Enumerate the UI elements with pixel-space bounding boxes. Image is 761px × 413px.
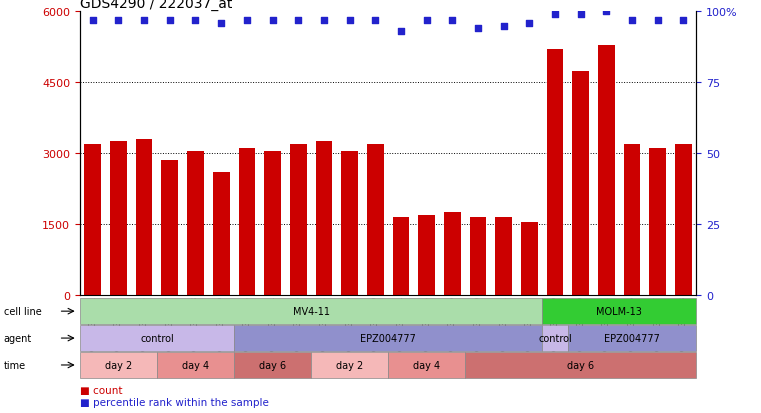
Text: GSM739155: GSM739155: [422, 295, 431, 350]
Text: control: control: [538, 333, 572, 343]
Text: EPZ004777: EPZ004777: [360, 333, 416, 343]
Text: ■ count: ■ count: [80, 385, 123, 395]
Point: [498, 23, 510, 30]
Point: [164, 18, 176, 24]
Bar: [290, 145, 307, 295]
Text: GSM739163: GSM739163: [242, 295, 251, 350]
Text: GSM739151: GSM739151: [88, 295, 97, 350]
Bar: [470, 218, 486, 295]
Text: day 6: day 6: [259, 360, 286, 370]
Bar: [135, 140, 152, 295]
Point: [395, 29, 407, 36]
Text: MV4-11: MV4-11: [292, 306, 330, 316]
Bar: [624, 145, 641, 295]
Point: [240, 18, 253, 24]
Point: [651, 18, 664, 24]
Text: day 2: day 2: [105, 360, 132, 370]
Point: [677, 18, 689, 24]
Text: GSM739150: GSM739150: [371, 295, 380, 350]
Point: [446, 18, 458, 24]
Text: GSM739148: GSM739148: [320, 295, 329, 350]
Text: day 6: day 6: [567, 360, 594, 370]
Text: GSM739149: GSM739149: [345, 295, 354, 350]
Bar: [161, 161, 178, 295]
Point: [626, 18, 638, 24]
Bar: [572, 71, 589, 295]
Bar: [187, 152, 204, 295]
Text: MOLM-13: MOLM-13: [597, 306, 642, 316]
Text: GSM739154: GSM739154: [396, 295, 406, 350]
Point: [138, 18, 150, 24]
Text: agent: agent: [4, 333, 32, 343]
Bar: [675, 145, 692, 295]
Text: GDS4290 / 222037_at: GDS4290 / 222037_at: [80, 0, 232, 12]
Bar: [264, 152, 281, 295]
Text: GSM739164: GSM739164: [268, 295, 277, 350]
Text: cell line: cell line: [4, 306, 42, 316]
Point: [524, 20, 536, 27]
Point: [215, 20, 228, 27]
Bar: [598, 45, 615, 295]
Bar: [238, 149, 255, 295]
Text: ■ percentile rank within the sample: ■ percentile rank within the sample: [80, 397, 269, 408]
Point: [575, 12, 587, 19]
Text: GSM739165: GSM739165: [294, 295, 303, 350]
Text: GSM739167: GSM739167: [653, 295, 662, 350]
Bar: [393, 218, 409, 295]
Point: [600, 9, 613, 16]
Text: day 2: day 2: [336, 360, 363, 370]
Point: [189, 18, 202, 24]
Bar: [419, 215, 435, 295]
Text: day 4: day 4: [413, 360, 440, 370]
Bar: [316, 142, 333, 295]
Bar: [367, 145, 384, 295]
Text: GSM739156: GSM739156: [447, 295, 457, 350]
Text: GSM739158: GSM739158: [191, 295, 200, 350]
Point: [421, 18, 433, 24]
Point: [472, 26, 484, 33]
Point: [292, 18, 304, 24]
Bar: [495, 218, 512, 295]
Bar: [110, 142, 127, 295]
Point: [369, 18, 381, 24]
Text: GSM739170: GSM739170: [576, 295, 585, 350]
Text: GSM739171: GSM739171: [602, 295, 611, 350]
Bar: [84, 145, 101, 295]
Text: day 4: day 4: [182, 360, 209, 370]
Text: GSM739159: GSM739159: [217, 295, 226, 350]
Point: [266, 18, 279, 24]
Text: GSM739157: GSM739157: [165, 295, 174, 350]
Bar: [213, 173, 230, 295]
Text: GSM739169: GSM739169: [550, 295, 559, 350]
Bar: [546, 50, 563, 295]
Text: GSM739153: GSM739153: [139, 295, 148, 350]
Bar: [444, 213, 460, 295]
Text: time: time: [4, 360, 26, 370]
Point: [318, 18, 330, 24]
Text: GSM739161: GSM739161: [499, 295, 508, 350]
Bar: [341, 152, 358, 295]
Text: GSM739166: GSM739166: [628, 295, 637, 350]
Text: GSM739160: GSM739160: [473, 295, 482, 350]
Point: [343, 18, 355, 24]
Text: GSM739152: GSM739152: [114, 295, 123, 350]
Text: GSM739168: GSM739168: [679, 295, 688, 350]
Text: EPZ004777: EPZ004777: [604, 333, 660, 343]
Point: [87, 18, 99, 24]
Bar: [649, 149, 666, 295]
Bar: [521, 222, 538, 295]
Point: [549, 12, 561, 19]
Text: GSM739162: GSM739162: [525, 295, 534, 350]
Text: control: control: [140, 333, 174, 343]
Point: [113, 18, 125, 24]
